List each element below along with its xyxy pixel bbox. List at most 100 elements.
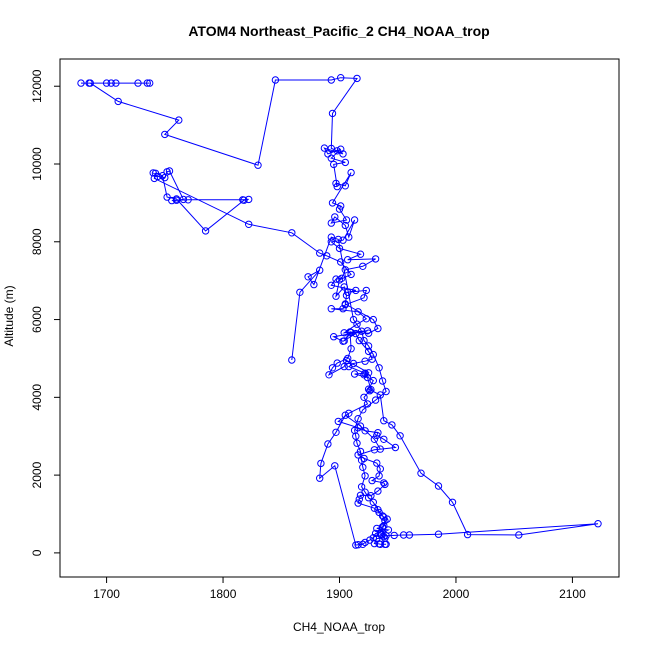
data-point: [375, 472, 383, 480]
data-point: [353, 320, 361, 328]
data-point: [337, 145, 345, 153]
data-point: [330, 160, 338, 169]
data-point: [340, 329, 348, 337]
data-point: [331, 213, 339, 221]
data-point: [360, 294, 368, 302]
data-point: [240, 196, 248, 204]
data-point: [374, 324, 382, 333]
data-point: [434, 482, 443, 490]
data-point: [254, 161, 262, 169]
data-point: [77, 79, 85, 87]
data-point: [356, 250, 365, 258]
data-point: [360, 371, 368, 379]
data-point: [357, 483, 366, 491]
plot-layer: [77, 74, 602, 549]
data-point: [373, 459, 381, 467]
data-point: [448, 498, 457, 506]
data-point: [371, 396, 380, 404]
data-point: [327, 233, 335, 241]
data-point: [339, 150, 347, 158]
data-point: [86, 79, 95, 87]
data-point: [359, 463, 367, 471]
data-point: [332, 179, 340, 188]
series-line: [152, 170, 599, 545]
data-point: [515, 531, 523, 539]
data-point: [112, 79, 120, 87]
data-point: [332, 292, 340, 300]
data-point: [341, 300, 349, 308]
data-point: [359, 406, 367, 414]
data-point: [339, 305, 347, 313]
data-point: [380, 479, 388, 487]
data-point: [463, 530, 472, 539]
data-point: [324, 440, 332, 448]
data-point: [361, 427, 369, 435]
data-point: [316, 249, 324, 257]
data-point: [364, 342, 373, 350]
data-point: [151, 169, 160, 178]
data-point: [327, 281, 335, 289]
data-point: [347, 270, 355, 279]
data-point: [369, 498, 377, 506]
data-point: [339, 236, 347, 244]
data-point: [327, 219, 335, 227]
data-point: [356, 447, 365, 456]
data-point: [373, 431, 381, 440]
data-point: [366, 536, 374, 544]
data-point: [361, 488, 369, 496]
data-point: [376, 540, 384, 548]
data-point: [382, 540, 390, 548]
data-point: [390, 531, 398, 540]
data-point: [107, 79, 115, 87]
data-point: [371, 255, 380, 263]
data-point: [341, 182, 349, 190]
data-point: [102, 79, 111, 87]
y-tick-label: 12000: [30, 69, 44, 103]
data-point: [376, 445, 384, 453]
data-point: [335, 205, 344, 213]
data-point: [158, 172, 167, 180]
data-point: [338, 274, 346, 282]
series-line: [81, 77, 397, 536]
x-tick-label: 1800: [210, 587, 237, 601]
data-point: [342, 291, 351, 300]
data-point: [327, 76, 335, 84]
data-point: [316, 266, 324, 274]
data-point: [369, 350, 377, 359]
data-point: [168, 196, 176, 205]
data-point: [346, 328, 354, 336]
data-point: [357, 456, 366, 464]
y-tick-label: 8000: [30, 228, 44, 255]
data-point: [150, 174, 159, 183]
data-point: [114, 97, 122, 106]
data-point: [382, 387, 390, 396]
data-point: [179, 195, 188, 204]
data-point: [376, 465, 384, 473]
data-point: [337, 74, 345, 82]
data-point: [352, 541, 360, 549]
data-point: [245, 220, 253, 229]
data-point: [364, 385, 373, 393]
y-tick-label: 6000: [30, 306, 44, 333]
data-point: [371, 529, 380, 538]
data-point: [333, 359, 341, 367]
data-point: [344, 354, 352, 363]
data-point: [347, 345, 355, 353]
data-point: [288, 229, 296, 237]
data-point: [388, 421, 396, 429]
plot-frame: [59, 58, 620, 578]
data-point: [316, 474, 324, 482]
data-point: [360, 454, 368, 463]
data-point: [345, 409, 353, 417]
data-point: [353, 74, 361, 83]
data-point: [310, 280, 318, 289]
data-point: [175, 116, 183, 124]
data-point: [380, 435, 388, 443]
data-point: [594, 520, 602, 528]
data-point: [327, 154, 335, 162]
data-point: [355, 336, 363, 345]
data-point: [288, 356, 296, 364]
x-tick-label: 2100: [559, 587, 586, 601]
data-point: [399, 531, 408, 539]
